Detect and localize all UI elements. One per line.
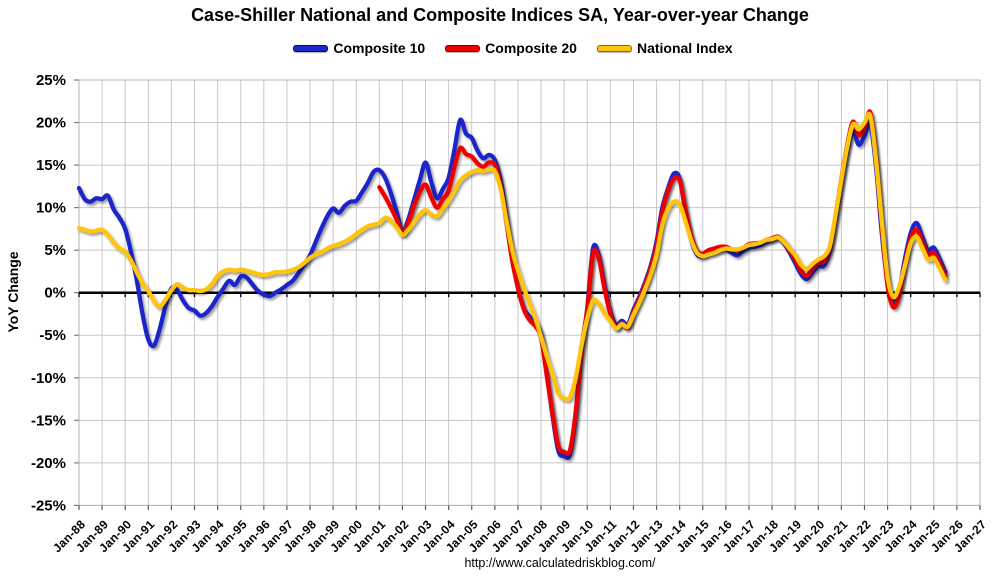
footer-url: http://www.calculatedriskblog.com/ [464,556,656,570]
y-axis-label: 10% [36,200,66,217]
y-axis-label: -10% [31,370,66,387]
legend-label-composite-10: Composite 10 [333,40,426,56]
y-axis-title: YoY Change [5,251,21,332]
y-axis-label: -15% [31,412,66,429]
y-axis-label: 15% [36,157,66,174]
y-axis-label: -25% [31,497,66,514]
chart-title: Case-Shiller National and Composite Indi… [191,5,809,25]
legend: Composite 10 Composite 20 National Index [13,40,1000,56]
y-axis-label: 0% [44,285,66,302]
y-axis-label: 25% [36,72,66,89]
legend-swatch-composite-10 [293,44,329,52]
legend-label-national-index: National Index [636,40,733,56]
legend-swatch-national-index [596,44,632,52]
series-line-composite-20 [377,109,948,456]
y-axis-label: 20% [36,115,66,132]
y-axis-label: -20% [31,455,66,472]
legend-item-composite-10: Composite 10 [293,40,425,56]
legend-label-composite-20: Composite 20 [485,40,577,56]
y-axis-label: -5% [39,327,66,344]
legend-swatch-composite-20 [445,44,481,52]
series-line-national-index [76,111,948,402]
legend-item-composite-20: Composite 20 [445,40,577,56]
y-axis-label: 5% [44,242,66,259]
legend-item-national-index: National Index [596,40,733,56]
